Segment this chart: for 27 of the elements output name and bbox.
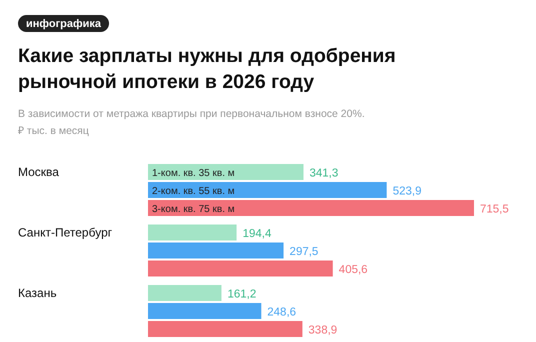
- bar: [148, 182, 387, 198]
- data-label: 715,5: [480, 204, 509, 216]
- bar: [148, 260, 333, 276]
- y-tick-label: Санкт-Петербург: [18, 226, 113, 240]
- bar: [148, 242, 284, 258]
- bar: [148, 285, 222, 301]
- data-label: 297,5: [290, 246, 318, 258]
- data-label: 194,4: [242, 228, 272, 240]
- bar: [148, 200, 474, 216]
- chart-title: Какие зарплаты нужны для одобрения рыночной ипотеки в 2026 году: [18, 45, 396, 93]
- chart-subtitle: В зависимости от метража квартиры при первоначальном взносе 20%. ₽ тыс. в месяц: [18, 108, 365, 137]
- bar: [148, 164, 304, 180]
- bar: [148, 224, 237, 240]
- data-label: 338,9: [308, 324, 338, 336]
- series-label: 1-ком. кв. 35 кв. м: [152, 168, 235, 179]
- data-label: 161,2: [227, 288, 256, 300]
- series-label: 3-ком. кв. 75 кв. м: [152, 204, 235, 215]
- data-label: 248,6: [267, 306, 296, 318]
- y-tick-label: Казань: [18, 286, 57, 300]
- bar: [148, 303, 262, 319]
- y-tick-label: Москва: [18, 165, 60, 179]
- bar: [148, 321, 302, 337]
- data-label: 523,9: [392, 186, 422, 198]
- text: инфографика: [26, 18, 102, 30]
- data-label: 405,6: [338, 264, 368, 276]
- data-label: 341,3: [310, 168, 338, 180]
- series-label: 2-ком. кв. 55 кв. м: [152, 186, 235, 197]
